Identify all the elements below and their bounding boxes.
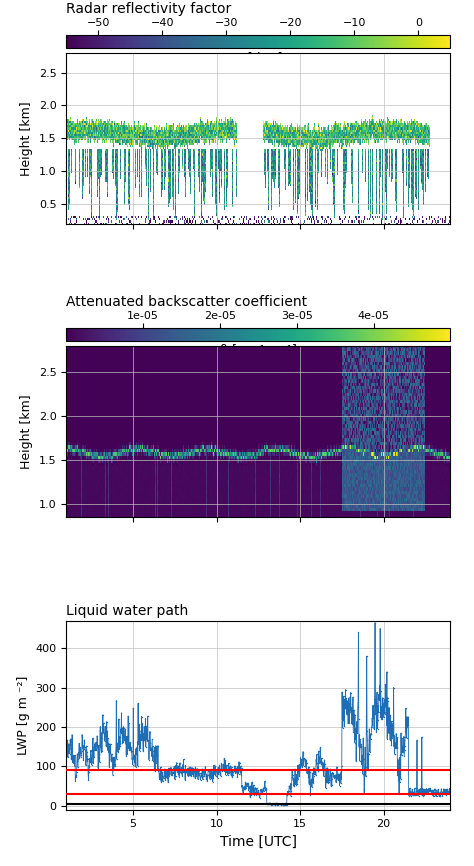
Y-axis label: Height [km]: Height [km] — [20, 101, 33, 176]
X-axis label: β [m ⁻¹ sr⁻¹]: β [m ⁻¹ sr⁻¹] — [220, 344, 297, 357]
Text: Radar reflectivity factor: Radar reflectivity factor — [66, 2, 232, 16]
X-axis label: Time [UTC]: Time [UTC] — [220, 835, 297, 849]
Y-axis label: LWP [g m ⁻²]: LWP [g m ⁻²] — [17, 675, 30, 755]
Text: Liquid water path: Liquid water path — [66, 604, 189, 618]
Y-axis label: Height [km]: Height [km] — [20, 394, 33, 469]
X-axis label: Z [dBZ]: Z [dBZ] — [235, 51, 282, 64]
Text: Attenuated backscatter coefficient: Attenuated backscatter coefficient — [66, 294, 308, 309]
